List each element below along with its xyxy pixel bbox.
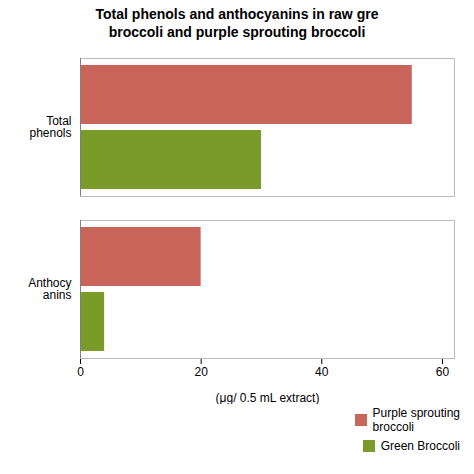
svg-text:20: 20 (194, 365, 208, 379)
svg-text:Anthocyanins: Anthocyanins (28, 276, 71, 302)
svg-text:60: 60 (436, 365, 450, 379)
svg-text:(μg/ 0.5 mL extract): (μg/ 0.5 mL extract) (216, 391, 320, 405)
html-text:Green Broccoli: Green Broccoli (380, 438, 460, 453)
html-text:Purple sprouting broccoli: Purple sprouting broccoli (372, 406, 460, 435)
svg-text:Totalphenols: Totalphenols (29, 114, 71, 140)
html-text:Total phenols and anthocyanins: Total phenols and anthocyanins in raw gr… (95, 6, 379, 40)
svg-text:0: 0 (77, 365, 84, 379)
svg-text:40: 40 (315, 365, 329, 379)
